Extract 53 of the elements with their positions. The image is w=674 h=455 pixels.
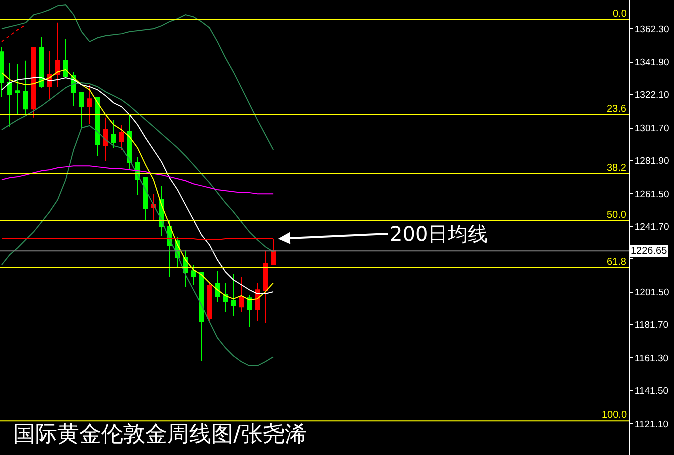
line-series [2, 125, 274, 367]
candlestick [8, 62, 12, 128]
annotation: 61.8 [607, 257, 627, 268]
candlestick [0, 46, 4, 98]
annotation: 100.0 [602, 410, 628, 421]
candlestick [223, 282, 228, 313]
candlestick [111, 120, 116, 149]
text: 200日均线 [390, 222, 488, 246]
y-tick-label: 1301.70 [634, 124, 670, 135]
candlestick [263, 250, 268, 324]
candlestick [16, 64, 20, 116]
line-series [2, 4, 274, 151]
candlestick [55, 22, 60, 88]
annotation: 0.0 [613, 9, 628, 20]
y-tick-label: 1181.70 [634, 320, 669, 332]
annotation: 50.0 [607, 210, 627, 221]
candlestick [24, 60, 28, 116]
y-tick-label: 1121.10 [634, 419, 669, 430]
y-tick-label: 1322.10 [634, 90, 670, 102]
candlestick [255, 282, 260, 322]
candlestick [95, 97, 100, 157]
candlestick [39, 36, 44, 88]
ref-line-label: 1226.65 [631, 246, 668, 257]
candlestick [119, 124, 124, 151]
y-tick-label: 1141.50 [634, 386, 669, 397]
line-series [2, 24, 26, 42]
candlestick [63, 38, 68, 78]
line-series [2, 82, 274, 253]
candlestick [247, 294, 252, 328]
candlestick [191, 264, 196, 286]
y-tick-label: 1261.50 [634, 189, 670, 200]
annotation: 38.2 [607, 163, 627, 174]
candlestick [103, 117, 108, 162]
y-tick-label: 1241.70 [634, 222, 670, 233]
candlestick [31, 47, 36, 118]
candlestick [79, 92, 84, 129]
candlestick [231, 274, 236, 317]
candlestick [151, 194, 156, 220]
candlestick [87, 84, 92, 124]
y-tick-label: 1161.30 [634, 354, 669, 365]
y-tick-label: 1362.30 [634, 24, 670, 36]
line-series [2, 166, 274, 195]
candlestick [199, 272, 204, 362]
candlestick [207, 282, 212, 324]
candlestick [127, 114, 132, 171]
candlestick [215, 270, 220, 303]
annotation: 23.6 [607, 104, 627, 115]
candlestick [239, 276, 244, 313]
y-tick-label: 1201.50 [634, 288, 670, 299]
text: 国际黄金伦敦金周线图/张尧浠 [13, 422, 307, 448]
candlestick [47, 50, 52, 100]
y-tick-label: 1341.90 [634, 58, 670, 69]
y-tick-label: 1281.90 [634, 156, 670, 167]
